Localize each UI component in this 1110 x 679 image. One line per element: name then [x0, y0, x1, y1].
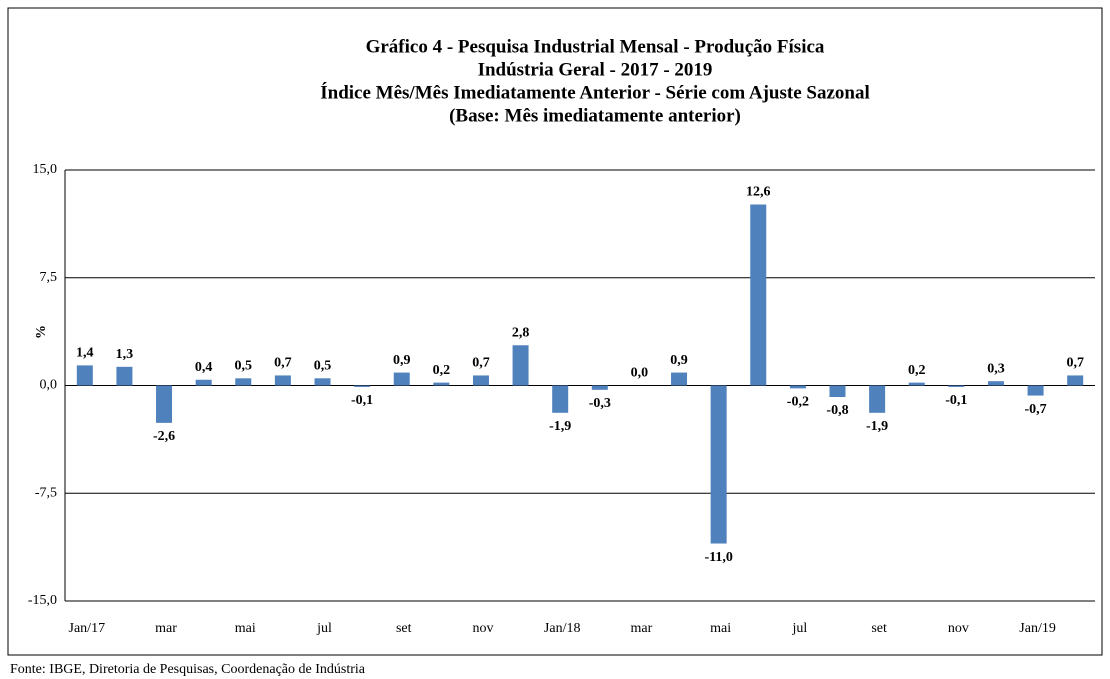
- value-label: -0,3: [589, 396, 611, 411]
- x-tick-label: mar: [155, 621, 177, 636]
- value-label: 1,4: [76, 346, 94, 361]
- y-tick-label: -7,5: [35, 485, 57, 500]
- bar: [393, 372, 410, 386]
- x-tick-label: Jan/19: [1019, 621, 1056, 636]
- bar: [156, 385, 173, 423]
- value-label: 0,9: [670, 353, 688, 368]
- bar: [789, 385, 806, 389]
- bar: [710, 385, 727, 544]
- bar: [512, 345, 529, 386]
- value-label: 0,3: [987, 361, 1005, 376]
- bar: [1027, 385, 1044, 396]
- y-tick-label: 15,0: [33, 162, 58, 177]
- value-label: -0,1: [351, 393, 373, 408]
- chart-title: Índice Mês/Mês Imediatamente Anterior - …: [320, 81, 870, 103]
- bar: [750, 204, 767, 386]
- value-label: -11,0: [704, 550, 732, 565]
- frame: [7, 7, 1103, 656]
- x-tick-label: nov: [472, 621, 493, 636]
- bar: [274, 375, 291, 386]
- x-tick-label: Jan/17: [69, 621, 106, 636]
- value-label: 12,6: [746, 185, 771, 200]
- bar: [591, 385, 608, 390]
- bar: [76, 365, 93, 386]
- x-tick-label: Jan/18: [544, 621, 581, 636]
- bar: [1067, 375, 1084, 386]
- y-axis-label: %: [34, 325, 49, 339]
- bar: [552, 385, 569, 413]
- bar: [472, 375, 489, 386]
- chart-title: Gráfico 4 - Pesquisa Industrial Mensal -…: [366, 36, 825, 57]
- value-label: 0,7: [274, 356, 292, 371]
- value-label: -0,2: [787, 395, 809, 410]
- value-label: -1,9: [549, 419, 571, 434]
- y-tick-label: 7,5: [40, 270, 58, 285]
- source: Fonte: IBGE, Diretoria de Pesquisas, Coo…: [10, 662, 366, 677]
- value-label: 2,8: [512, 325, 530, 340]
- y-tick-label: 0,0: [40, 378, 58, 393]
- chart-title: (Base: Mês imediatamente anterior): [449, 105, 741, 126]
- value-label: 0,7: [472, 356, 490, 371]
- value-label: 0,9: [393, 353, 411, 368]
- x-tick-label: mar: [631, 621, 653, 636]
- bar: [195, 379, 212, 386]
- x-tick-label: set: [396, 621, 412, 636]
- value-label: -1,9: [866, 419, 888, 434]
- bar: [354, 385, 371, 387]
- x-tick-label: jul: [791, 621, 807, 636]
- bar: [433, 382, 450, 386]
- value-label: 0,2: [908, 363, 926, 378]
- y-tick-label: -15,0: [28, 593, 57, 608]
- value-label: 0,4: [195, 360, 213, 375]
- bar: [235, 378, 252, 386]
- x-tick-label: mai: [235, 621, 256, 636]
- x-tick-label: jul: [316, 621, 332, 636]
- bar: [908, 382, 925, 386]
- value-label: 0,7: [1066, 356, 1084, 371]
- bar: [869, 385, 886, 413]
- value-label: 0,5: [235, 359, 253, 374]
- x-tick-label: nov: [948, 621, 969, 636]
- value-label: -0,8: [826, 403, 848, 418]
- bar: [987, 381, 1004, 386]
- value-label: 1,3: [116, 347, 134, 362]
- bar: [671, 372, 688, 386]
- value-label: -0,7: [1024, 402, 1046, 417]
- value-label: 0,2: [433, 363, 451, 378]
- bar: [829, 385, 846, 397]
- chart-title: Indústria Geral - 2017 - 2019: [478, 59, 713, 80]
- bar: [116, 366, 133, 386]
- value-label: -2,6: [153, 429, 175, 444]
- value-label: 0,5: [314, 359, 332, 374]
- x-tick-label: set: [871, 621, 887, 636]
- value-label: -0,1: [945, 393, 967, 408]
- value-label: 0,0: [631, 366, 649, 381]
- x-tick-label: mai: [710, 621, 731, 636]
- bar: [314, 378, 331, 386]
- bar: [948, 385, 965, 387]
